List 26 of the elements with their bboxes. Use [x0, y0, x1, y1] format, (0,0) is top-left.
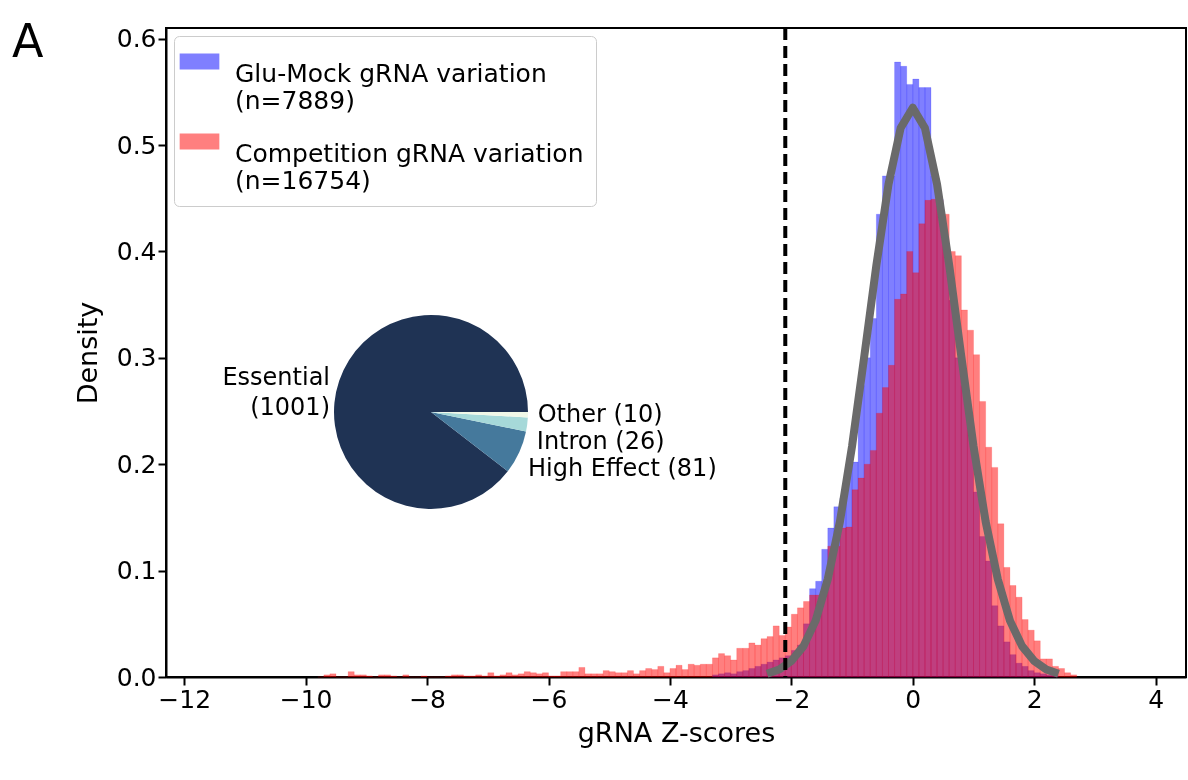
slice-label: Intron (26)	[536, 427, 665, 455]
slice-label: High Effect (81)	[527, 454, 717, 482]
y-tick-label: 0.4	[116, 236, 157, 266]
x-tick-label: −4	[652, 684, 689, 714]
x-tick-label: −8	[409, 684, 446, 714]
slice-label: Essential	[222, 362, 331, 391]
text: A	[12, 14, 44, 68]
y-axis-title: Density	[71, 301, 103, 405]
y-tick-label: 0.1	[116, 556, 157, 586]
x-tick-label: −12	[158, 684, 212, 714]
x-tick-label: −6	[530, 684, 568, 714]
x-tick-label: −10	[279, 684, 333, 714]
x-tick-label: 4	[1148, 684, 1165, 714]
legend-label: Competition gRNA variation (n=16754)	[235, 138, 584, 195]
y-tick-label: 0.6	[116, 24, 157, 54]
x-tick-label: 2	[1026, 684, 1043, 714]
legend-label: Glu-Mock gRNA variation (n=7889)	[235, 58, 547, 115]
y-tick-label: 0.0	[116, 662, 157, 692]
data-label: (1001)	[250, 392, 331, 421]
x-axis-title: gRNA Z-scores	[577, 716, 776, 748]
slice-label: Other (10)	[537, 400, 663, 428]
x-tick-label: 0	[905, 684, 922, 714]
y-tick-label: 0.5	[116, 130, 157, 160]
x-tick-label: −2	[773, 684, 811, 714]
y-tick-label: 0.3	[116, 343, 157, 373]
y-tick-label: 0.2	[116, 449, 157, 479]
